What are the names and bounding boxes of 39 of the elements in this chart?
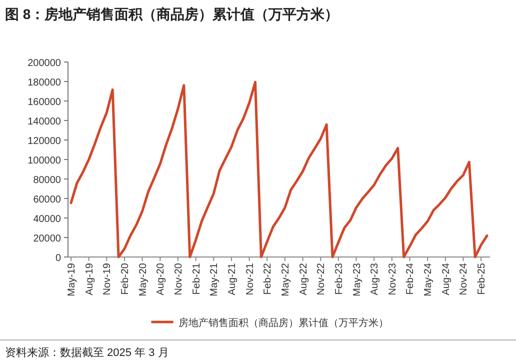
- x-tick-label: Nov-20: [173, 262, 184, 296]
- y-tick-label: 100000: [28, 156, 62, 166]
- x-tick-label: May-24: [423, 262, 434, 296]
- x-tick-label: Aug-21: [226, 262, 238, 296]
- y-tick-label: 180000: [28, 78, 62, 88]
- x-tick-label: Nov-19: [102, 262, 114, 296]
- x-tick-label: Nov-24: [458, 262, 470, 296]
- y-tick-label: 40000: [33, 214, 62, 225]
- legend-label: 房地产销售面积（商品房）累计值（万平方米）: [178, 317, 388, 329]
- x-tick-label: Aug-20: [156, 262, 167, 296]
- y-tick-label: 160000: [28, 97, 62, 108]
- x-tick-label: Nov-23: [387, 262, 398, 296]
- line-series: [70, 80, 488, 258]
- x-tick-label: Feb-21: [191, 262, 202, 295]
- x-tick-label: Nov-22: [316, 262, 328, 296]
- y-tick-label: 60000: [33, 194, 62, 206]
- x-tick-label: May-19: [66, 262, 78, 296]
- text: 资料来源：数据截至 2025 年 3 月: [5, 346, 169, 359]
- y-tick-label: 120000: [28, 136, 62, 147]
- x-tick-label: Feb-23: [334, 262, 345, 295]
- y-tick-label: 200000: [28, 58, 62, 69]
- y-tick-label: 20000: [33, 234, 62, 244]
- y-tick-label: 140000: [28, 116, 62, 128]
- x-tick-label: Aug-19: [84, 262, 96, 296]
- x-tick-label: Aug-24: [440, 262, 452, 296]
- x-tick-label: May-23: [352, 262, 363, 296]
- chart-title: 图 8：房地产销售面积（商品房）累计值（万平方米）: [5, 6, 339, 22]
- x-tick-label: Feb-20: [120, 262, 131, 295]
- x-tick-label: Aug-23: [370, 262, 381, 296]
- x-tick-label: Aug-22: [298, 262, 310, 296]
- x-tick-label: May-21: [209, 262, 220, 296]
- x-tick-label: Nov-21: [244, 262, 256, 296]
- x-tick-label: Feb-24: [405, 262, 416, 295]
- y-tick-label: 0: [55, 253, 62, 264]
- x-tick-label: May-20: [138, 262, 149, 296]
- y-tick-label: 80000: [33, 175, 62, 186]
- x-tick-label: May-22: [280, 262, 292, 296]
- x-tick-label: Feb-25: [476, 262, 488, 295]
- x-tick-label: Feb-22: [262, 262, 274, 295]
